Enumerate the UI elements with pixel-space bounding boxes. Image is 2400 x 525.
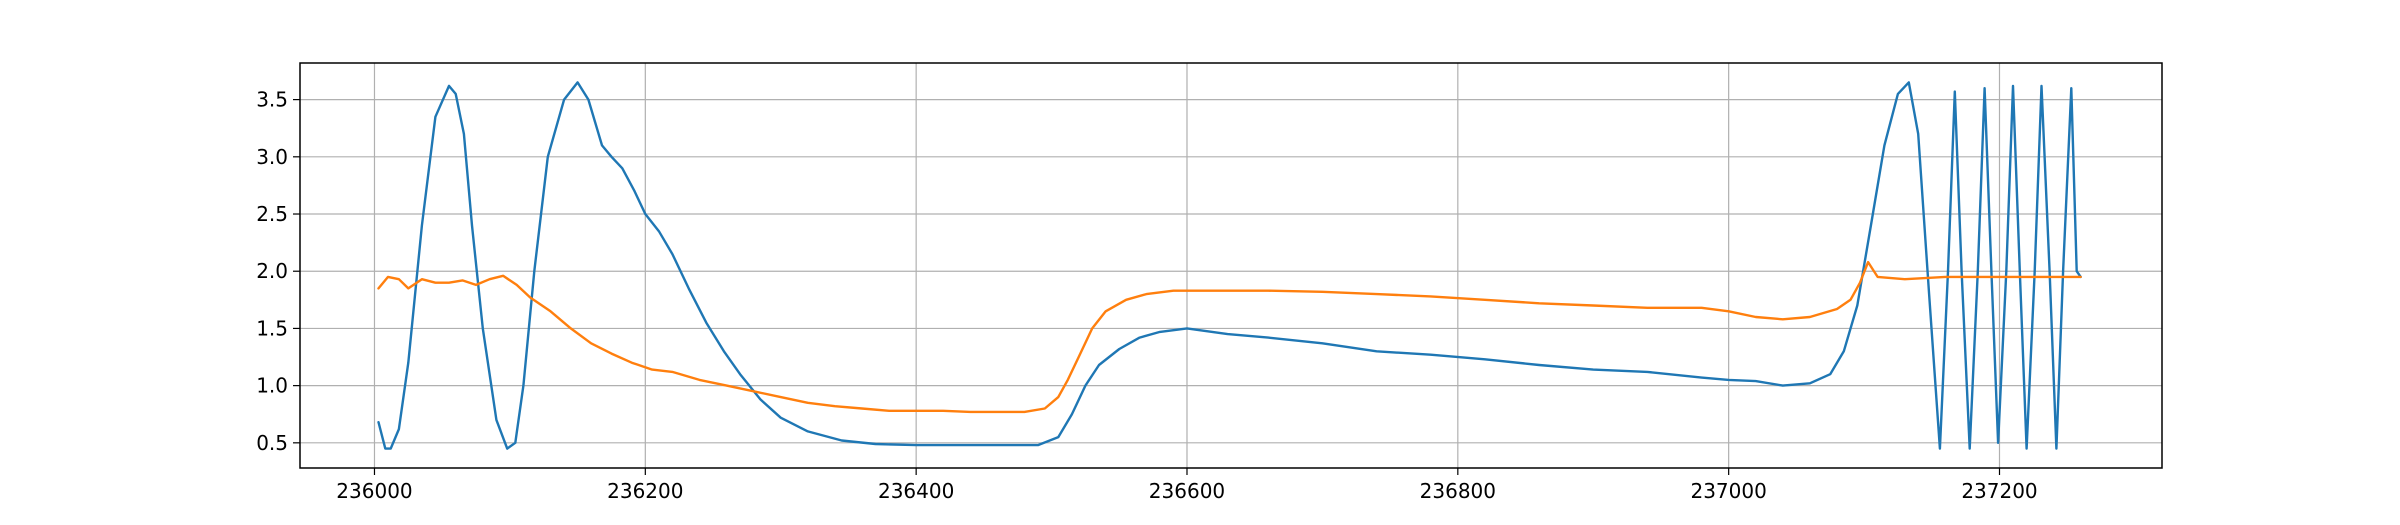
series-line-1: [377, 81, 2082, 450]
x-tick-label: 236000: [336, 479, 412, 503]
y-tick-label: 2.5: [256, 202, 288, 226]
y-tick-label: 1.5: [256, 316, 288, 340]
y-tick-label: 0.5: [256, 431, 288, 455]
x-tick-label: 236600: [1149, 479, 1225, 503]
series-line-2: [377, 260, 2082, 414]
series-layer: [377, 81, 2082, 450]
x-tick-label: 236200: [607, 479, 683, 503]
x-tick-label: 237200: [1961, 479, 2037, 503]
y-tick-label: 3.0: [256, 145, 288, 169]
y-tick-label: 2.0: [256, 259, 288, 283]
y-tick-label: 1.0: [256, 374, 288, 398]
x-tick-label: 236800: [1420, 479, 1496, 503]
x-tick-label: 237000: [1690, 479, 1766, 503]
axis-ticks: 236000 236200 236400 236600 236800 237000 2372…: [256, 88, 2037, 503]
axes-frame: [299, 62, 2163, 469]
y-tick-label: 3.5: [256, 88, 288, 112]
x-tick-label: 236400: [878, 479, 954, 503]
